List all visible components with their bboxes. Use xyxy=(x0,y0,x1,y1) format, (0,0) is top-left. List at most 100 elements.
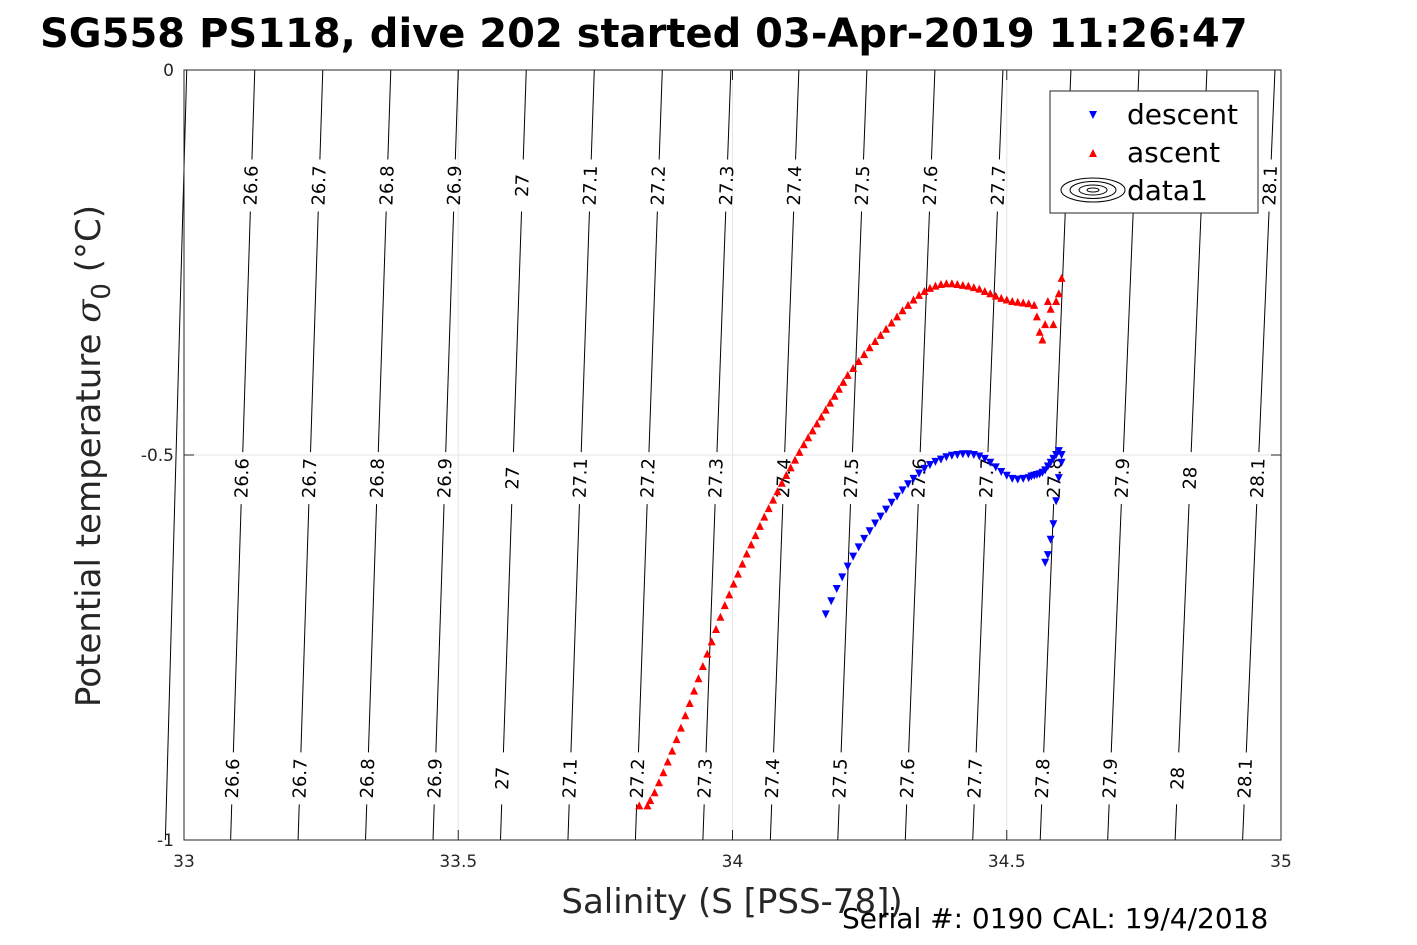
ascent-marker xyxy=(914,290,923,299)
ascent-marker xyxy=(947,279,956,288)
ascent-marker xyxy=(1024,299,1033,308)
ascent-marker xyxy=(898,306,907,315)
contour-label: 27 xyxy=(492,767,514,791)
contour-line-segment xyxy=(795,69,800,160)
serial-cal-footer: Serial #: 0190 CAL: 19/4/2018 xyxy=(842,902,1268,935)
ascent-marker xyxy=(707,637,716,646)
x-axis-label: Salinity (S [PSS-78]) xyxy=(561,882,902,922)
descent-marker xyxy=(1024,474,1033,483)
contour-line-segment xyxy=(863,69,868,160)
ascent-marker xyxy=(1052,297,1061,305)
contour-line-segment xyxy=(502,504,513,753)
contour-line-segment xyxy=(851,211,863,453)
contour-label: 27.9 xyxy=(1112,458,1135,499)
x-axis-ticks: 33 33.5 34 34.5 35 xyxy=(173,70,1292,872)
ascent-marker xyxy=(876,330,885,339)
descent-marker xyxy=(849,552,858,561)
y-axis-label-text: Potential temperature xyxy=(69,323,109,707)
ascent-marker xyxy=(925,283,934,292)
ascent-marker xyxy=(795,447,804,456)
ascent-marker xyxy=(769,495,778,504)
descent-marker xyxy=(1046,535,1055,544)
contour-line-segment xyxy=(499,804,503,841)
contour-label: 28.1 xyxy=(1259,165,1282,206)
contour-label: 27 xyxy=(512,174,534,198)
ascent-marker xyxy=(942,279,951,288)
legend-descent-label: descent xyxy=(1127,98,1238,131)
ascent-marker xyxy=(672,735,681,744)
descent-marker xyxy=(980,454,989,463)
descent-marker xyxy=(942,453,951,462)
contour-line-segment xyxy=(769,804,773,841)
ascent-marker xyxy=(703,649,712,658)
descent-series xyxy=(821,447,1066,619)
ascent-marker xyxy=(804,433,813,442)
ascent-marker xyxy=(882,324,891,333)
contour-label: 26.7 xyxy=(299,458,321,499)
contour-label: 26.6 xyxy=(222,758,244,799)
descent-marker xyxy=(953,451,962,459)
ascent-marker xyxy=(1057,273,1066,282)
contour-label: 27.6 xyxy=(897,758,920,799)
ascent-marker xyxy=(817,412,826,421)
contour-line-segment xyxy=(773,504,784,753)
contour-line-segment xyxy=(300,504,310,753)
ascent-marker xyxy=(834,384,843,393)
contour-line-segment xyxy=(1122,211,1134,453)
descent-marker xyxy=(997,467,1006,476)
contour-line-segment xyxy=(512,211,523,453)
descent-marker xyxy=(821,610,830,619)
ascent-marker xyxy=(1035,327,1044,336)
ascent-marker xyxy=(893,312,902,321)
ascent-marker xyxy=(843,370,852,379)
density-contours xyxy=(164,69,1276,841)
contour-line-segment xyxy=(837,804,840,841)
chart-title: SG558 PS118, dive 202 started 03-Apr-201… xyxy=(40,11,1248,57)
legend: descent ascent data1 xyxy=(1049,90,1259,214)
contour-line-segment xyxy=(445,211,455,453)
contour-label: 26.8 xyxy=(367,458,389,499)
contour-line-segment xyxy=(930,69,936,160)
y-tick-label: -1 xyxy=(157,831,174,851)
ascent-marker xyxy=(690,686,699,695)
ascent-marker xyxy=(694,674,703,683)
contour-line-segment xyxy=(242,211,251,453)
descent-marker xyxy=(838,573,847,582)
contour-line-segment xyxy=(164,69,188,841)
contour-label: 26.6 xyxy=(231,458,253,499)
ascent-marker xyxy=(1043,297,1052,305)
ascent-marker xyxy=(1032,312,1041,321)
contour-label: 27.3 xyxy=(705,458,727,499)
contour-label: 28.1 xyxy=(1234,758,1257,799)
contour-label: 27.1 xyxy=(580,165,602,206)
ascent-marker xyxy=(865,343,874,352)
ascent-marker xyxy=(716,612,725,621)
contour-line-segment xyxy=(310,211,319,453)
ascent-marker xyxy=(655,778,664,787)
descent-marker xyxy=(1002,471,1011,480)
contour-line-segment xyxy=(1270,69,1276,160)
ascent-marker xyxy=(821,405,830,414)
contour-line-segment xyxy=(387,69,392,160)
ascent-marker xyxy=(854,357,863,366)
contour-label: 27.3 xyxy=(694,758,716,799)
contour-line-segment xyxy=(1258,211,1270,453)
ascent-marker xyxy=(698,661,707,670)
contour-label: 26.8 xyxy=(376,165,398,206)
contour-label: 27.1 xyxy=(570,458,592,499)
y-axis-label-subscript: 0 xyxy=(87,283,117,300)
ascent-marker xyxy=(663,757,672,766)
contour-label: 28 xyxy=(1167,767,1189,791)
contour-line-segment xyxy=(567,804,570,841)
ascent-marker xyxy=(676,723,685,732)
ascent-marker xyxy=(808,426,817,435)
legend-ascent-marker xyxy=(1089,149,1097,157)
contour-line-segment xyxy=(840,504,851,753)
contour-line-segment xyxy=(377,211,387,453)
contour-line-segment xyxy=(1039,804,1043,841)
contour-line-segment xyxy=(987,211,998,453)
ascent-marker xyxy=(830,391,839,400)
contour-label: 27.4 xyxy=(784,165,806,206)
ascent-marker xyxy=(659,768,668,777)
ascent-marker xyxy=(777,478,786,487)
